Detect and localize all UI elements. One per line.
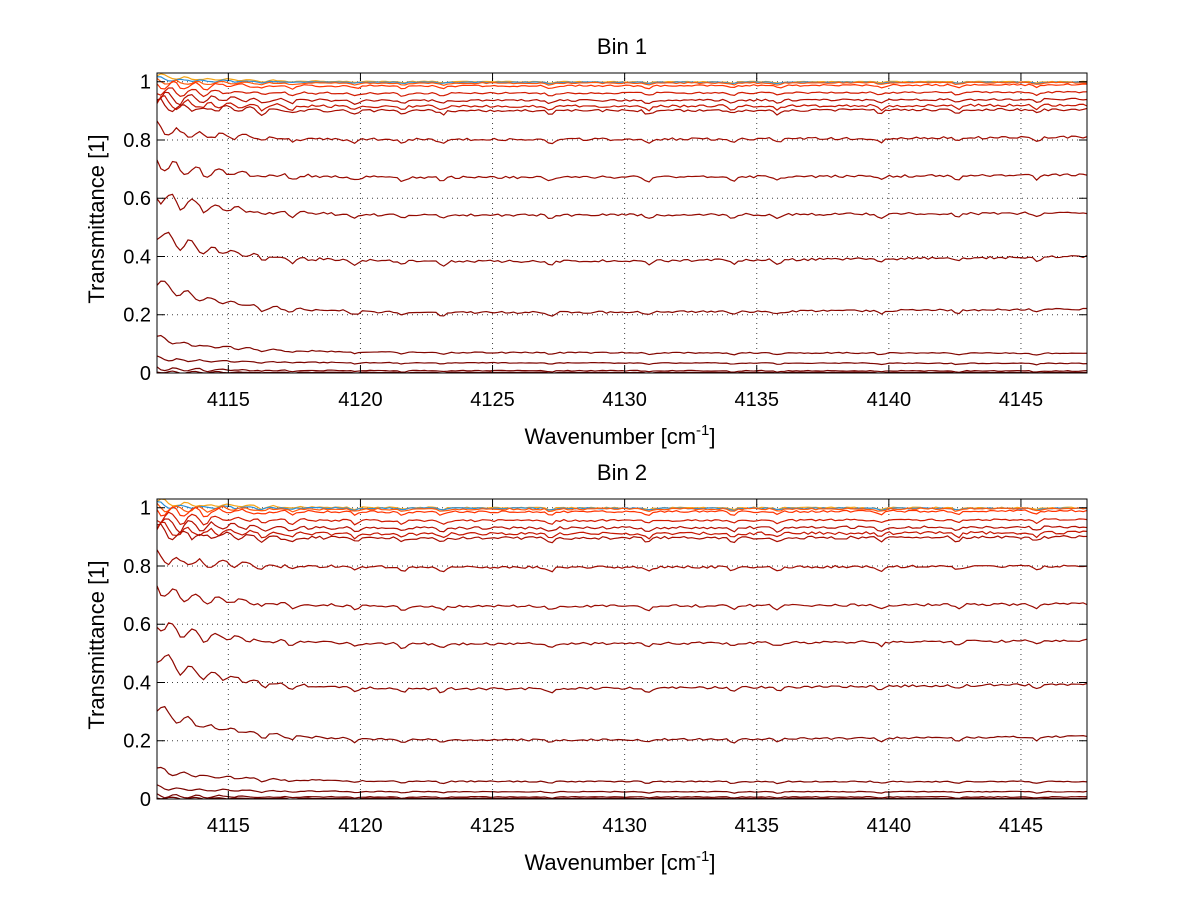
panel-2: 4115 4120 4125 4130 4135 4140 4145 0 0.2 0.4 0.6 0.… xyxy=(84,460,1088,875)
series-line-s05 xyxy=(157,87,1087,98)
series-line-s03 xyxy=(157,77,1087,87)
series-line-s15 xyxy=(157,784,1087,794)
x-tick-label: 4125 xyxy=(470,815,515,837)
series-line-s07 xyxy=(157,521,1087,540)
panel-1: 4115 4120 4125 4130 4135 4140 4145 0 0.2 0.4 0.6 0.… xyxy=(84,34,1088,449)
series-group xyxy=(157,499,1087,799)
y-tick-label: 0.2 xyxy=(123,731,151,753)
x-axis-label: Wavenumber [cm-1] xyxy=(524,422,715,449)
y-tick-label: 1 xyxy=(140,498,151,520)
x-tick-label: 4145 xyxy=(999,389,1044,411)
y-tick-label: 0.4 xyxy=(123,672,151,694)
series-line-s11 xyxy=(157,193,1087,220)
series-line-s07 xyxy=(157,95,1087,112)
series-line-s10 xyxy=(157,585,1087,612)
x-tick-label: 4140 xyxy=(867,389,912,411)
y-tick-label: 0.6 xyxy=(123,188,151,210)
x-tick-label: 4120 xyxy=(338,815,383,837)
series-line-s04 xyxy=(157,80,1087,91)
x-tick-label: 4115 xyxy=(207,389,250,411)
y-tick-label: 0.2 xyxy=(123,305,151,327)
x-tick-label: 4125 xyxy=(470,389,515,411)
x-tick-label: 4120 xyxy=(338,389,383,411)
y-tick-label: 0.6 xyxy=(123,614,151,636)
y-axis-label: Transmittance [1] xyxy=(84,560,109,729)
series-line-s08 xyxy=(157,523,1087,544)
series-line-s15 xyxy=(157,355,1087,366)
chart-title: Bin 2 xyxy=(597,460,647,485)
y-tick-label: 0.4 xyxy=(123,246,151,268)
series-line-s12 xyxy=(157,653,1087,694)
series-line-s08 xyxy=(157,97,1087,117)
x-tick-label: 4135 xyxy=(734,389,779,411)
series-line-s06 xyxy=(157,91,1087,106)
x-tick-label: 4135 xyxy=(734,815,779,837)
x-tick-label: 4130 xyxy=(602,815,647,837)
axes-box xyxy=(156,498,1088,800)
x-tick-label: 4130 xyxy=(602,389,647,411)
series-line-s11 xyxy=(157,622,1087,650)
axes-box xyxy=(156,72,1088,374)
y-tick-label: 0 xyxy=(140,789,151,811)
series-line-s13 xyxy=(157,280,1087,317)
y-tick-label: 0.8 xyxy=(123,556,151,578)
series-line-s06 xyxy=(157,518,1087,535)
series-line-s16 xyxy=(157,366,1087,373)
series-line-s05 xyxy=(157,511,1087,526)
series-line-s12 xyxy=(157,231,1087,267)
series-line-s13 xyxy=(157,705,1087,744)
series-line-s04 xyxy=(157,506,1087,518)
y-tick-label: 0 xyxy=(140,363,151,385)
x-tick-label: 4115 xyxy=(207,815,250,837)
y-tick-label: 1 xyxy=(140,72,151,94)
x-tick-label: 4140 xyxy=(867,815,912,837)
y-tick-label: 0.8 xyxy=(123,130,151,152)
series-line-s03 xyxy=(157,502,1087,513)
series-line-s10 xyxy=(157,159,1087,183)
series-line-s14 xyxy=(157,334,1087,356)
x-tick-label: 4145 xyxy=(999,815,1044,837)
y-axis-label: Transmittance [1] xyxy=(84,134,109,303)
series-line-s09 xyxy=(157,120,1087,145)
series-line-s14 xyxy=(157,766,1087,785)
chart-title: Bin 1 xyxy=(597,34,647,59)
series-line-s16 xyxy=(157,793,1087,799)
series-line-s09 xyxy=(157,549,1087,573)
x-axis-label: Wavenumber [cm-1] xyxy=(524,848,715,875)
